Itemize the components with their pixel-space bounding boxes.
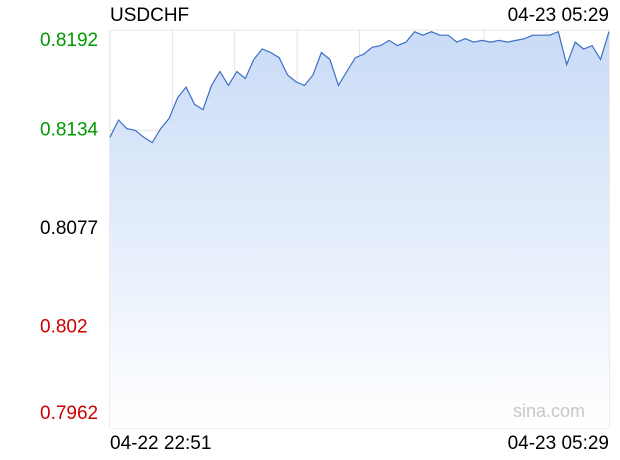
- price-line: [109, 30, 610, 144]
- update-time: 04-23 05:29: [508, 5, 609, 26]
- x-tick-label: 04-23 05:29: [508, 433, 609, 454]
- y-tick-label: 0.8077: [40, 218, 98, 239]
- y-tick-label: 0.802: [40, 317, 88, 338]
- watermark: sina.com: [513, 401, 585, 421]
- chart-title: USDCHF: [110, 5, 189, 26]
- area: [110, 31, 609, 428]
- y-tick-label: 0.8134: [40, 119, 99, 140]
- y-tick-label: 0.7962: [40, 403, 98, 424]
- y-tick-label: 0.8192: [40, 30, 98, 51]
- x-tick-label: 04-22 22:51: [110, 433, 211, 454]
